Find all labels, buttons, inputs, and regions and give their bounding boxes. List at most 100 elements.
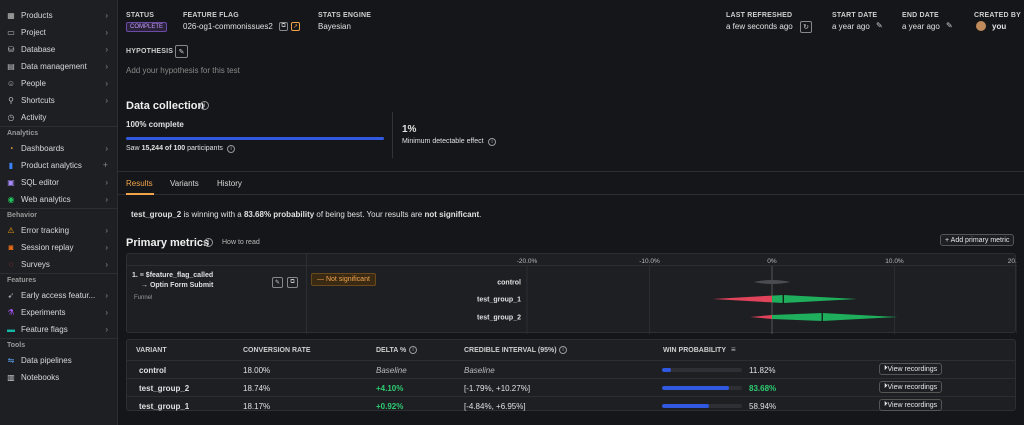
play-icon: ⏵ [884, 401, 888, 408]
win-probability-cell: 83.68% [749, 384, 777, 393]
edit-hypothesis-icon[interactable]: ✎ [175, 45, 188, 58]
sidebar-item-surveys[interactable]: ◌ Surveys › [6, 257, 112, 271]
metric-name: 1. ≡ $feature_flag_called [132, 272, 214, 279]
chevron-right-icon: › [105, 225, 108, 235]
tab-history[interactable]: History [217, 179, 242, 188]
sidebar-item-label: Early access featur... [21, 290, 96, 300]
edit-metric-icon[interactable]: ✎ [272, 277, 283, 288]
sidebar-item-activity[interactable]: ◷ Activity [6, 110, 112, 124]
sidebar-item-experiments[interactable]: ⚗ Experiments › [6, 305, 112, 319]
sidebar-item-label: Feature flags [21, 324, 68, 334]
sidebar-item-sql-editor[interactable]: ▣ SQL editor › [6, 175, 112, 189]
conversion-rate-cell: 18.17% [243, 402, 271, 411]
how-to-read-link[interactable]: How to read [222, 239, 260, 246]
header-conversion-rate: CONVERSION RATE [243, 347, 311, 354]
avatar [976, 21, 986, 31]
variant-cell: test_group_2 [139, 384, 190, 393]
chevron-right-icon: › [105, 177, 108, 187]
status-badge: COMPLETE [126, 22, 168, 32]
significance-badge: — Not significant [311, 273, 376, 286]
toggle-icon: ▬ [7, 324, 15, 334]
chevron-right-icon: › [105, 95, 108, 105]
series-label: test_group_2 [477, 315, 521, 322]
sidebar-item-people[interactable]: ☺ People › [6, 76, 112, 90]
win-probability-cell: 11.82% [749, 366, 776, 375]
database-icon: ⛁ [7, 44, 15, 54]
sidebar-item-dashboards[interactable]: ◔ Dashboards › [6, 141, 112, 155]
grid-icon: ▦ [7, 10, 15, 20]
violin-chart: -20.0% -10.0% 0% 10.0% 20.0% control test_grou… [477, 258, 1017, 334]
sidebar-item-feature-flags[interactable]: ▬ Feature flags › [6, 322, 112, 336]
plus-icon[interactable]: + [102, 160, 108, 170]
win-probability-cell: 58.94% [749, 402, 777, 411]
header-credible-interval: CREDIBLE INTERVAL (95%) [464, 347, 557, 354]
sort-icon[interactable]: ≡ [731, 345, 736, 354]
info-icon[interactable]: i [200, 101, 209, 110]
sidebar-item-product-analytics[interactable]: ▮ Product analytics + [6, 158, 112, 172]
chevron-right-icon: › [105, 61, 108, 71]
x-tick-label: 0% [767, 258, 777, 265]
sidebar-item-label: Dashboards [21, 143, 65, 153]
divider [392, 112, 393, 158]
sidebar-item-session-replay[interactable]: ◙ Session replay › [6, 240, 112, 254]
tabs-divider-top [118, 171, 1024, 172]
interval-info-icon[interactable]: i [559, 346, 567, 354]
external-link-icon[interactable]: ↗ [291, 22, 300, 31]
sidebar-divider [0, 273, 117, 274]
copy-icon[interactable]: ⧉ [279, 22, 288, 31]
sidebar-item-notebooks[interactable]: ▥ Notebooks [6, 370, 112, 384]
sidebar-item-label: Database [21, 44, 56, 54]
sidebar-item-project[interactable]: ▭ Project › [6, 25, 112, 39]
primary-metrics-title: Primary metrics [126, 237, 210, 249]
tab-variants[interactable]: Variants [170, 179, 199, 188]
sidebar-item-label: Session replay [21, 242, 74, 252]
feature-flag-label: FEATURE FLAG [183, 12, 239, 19]
sidebar-item-database[interactable]: ⛁ Database › [6, 42, 112, 56]
participants-info-icon[interactable]: i [227, 145, 235, 153]
table-row: test_group_2 18.74% +4.10% [-1.79%, +10.27%… [127, 378, 1015, 396]
delta-cell: Baseline [376, 366, 407, 375]
created-by-value: you [992, 22, 1007, 31]
chevron-right-icon: › [105, 242, 108, 252]
mde-info-icon[interactable]: i [488, 138, 496, 146]
delta-info-icon[interactable]: i [409, 346, 417, 354]
tab-results[interactable]: Results [126, 179, 153, 188]
activity-icon: ◷ [7, 112, 15, 122]
credible-interval-cell: [-1.79%, +10.27%] [464, 384, 531, 393]
sidebar-section-title: Features [7, 277, 37, 284]
feature-flag-value[interactable]: 026-og1-commonissues2 [183, 22, 273, 31]
sidebar-item-data-management[interactable]: ▤ Data management › [6, 59, 112, 73]
sidebar-item-web-analytics[interactable]: ◉ Web analytics › [6, 192, 112, 206]
credible-interval-cell: [-4.84%, +6.95%] [464, 402, 526, 411]
sidebar-item-shortcuts[interactable]: ⚲ Shortcuts › [6, 93, 112, 107]
refresh-icon[interactable]: ↻ [800, 21, 812, 33]
x-tick-label: -20.0% [517, 258, 538, 265]
hypothesis-placeholder[interactable]: Add your hypothesis for this test [126, 66, 240, 75]
sidebar-item-products[interactable]: ▦ Products › [6, 8, 112, 22]
sidebar-item-data-pipelines[interactable]: ⇋ Data pipelines [6, 353, 112, 367]
sidebar-item-error-tracking[interactable]: ⚠ Error tracking › [6, 223, 112, 237]
metric-type: Funnel [134, 295, 153, 301]
globe-icon: ◉ [7, 194, 15, 204]
view-recordings-button[interactable]: ⏵ View recordings [879, 399, 943, 411]
add-primary-metric-button[interactable]: + Add primary metric [940, 234, 1015, 246]
metrics-info-icon[interactable]: i [204, 238, 213, 247]
sidebar-item-label: Data management [21, 61, 87, 71]
duplicate-metric-icon[interactable]: ⧉ [287, 277, 298, 288]
series-label: test_group_1 [477, 297, 521, 304]
view-recordings-label: View recordings [887, 365, 938, 373]
edit-end-icon[interactable]: ✎ [946, 21, 953, 30]
view-recordings-label: View recordings [887, 383, 938, 391]
pin-icon: ⚲ [8, 95, 14, 105]
edit-start-icon[interactable]: ✎ [876, 21, 883, 30]
view-recordings-button[interactable]: ⏵ View recordings [879, 363, 943, 375]
results-summary: test_group_2 is winning with a 83.68% pr… [131, 210, 482, 219]
sidebar-item-early-access-featur[interactable]: ➹ Early access featur... › [6, 288, 112, 302]
win-probability-bar [662, 404, 742, 408]
view-recordings-button[interactable]: ⏵ View recordings [879, 381, 943, 393]
start-date-label: START DATE [832, 12, 878, 19]
folder-icon: ▭ [7, 27, 15, 37]
warning-icon: ⚠ [7, 225, 15, 235]
stats-engine-value: Bayesian [318, 22, 351, 31]
chevron-right-icon: › [105, 324, 108, 334]
